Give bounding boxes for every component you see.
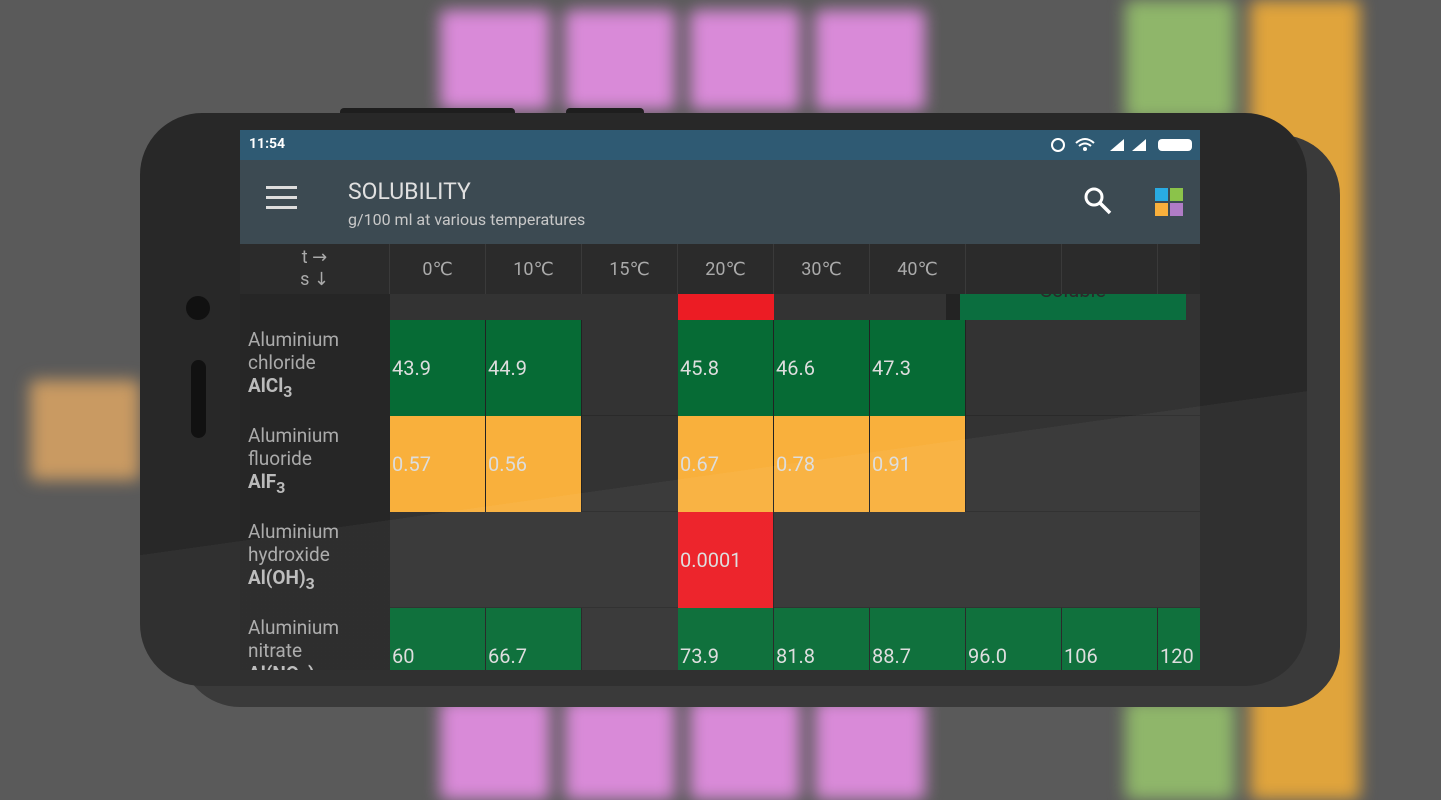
corner: t → s ↓ [240, 244, 390, 294]
cell: 66.7 [486, 608, 582, 670]
formula-part: AlCl [248, 374, 284, 397]
cell: 88.7 [870, 608, 966, 670]
title: SOLUBILITY [348, 178, 471, 205]
formula: Al(OH)3 [248, 566, 315, 593]
formula-part: AlF [248, 470, 277, 493]
row-label: Aluminium nitrateAl(NO3)3 [240, 608, 390, 670]
formula-part: ) [308, 662, 315, 670]
column-header: 15℃ [582, 244, 678, 294]
subtitle: g/100 ml at various temperatures [348, 210, 586, 229]
column-header: 0℃ [390, 244, 486, 294]
cell: 0.78 [774, 416, 870, 512]
cell: 0.67 [678, 416, 774, 512]
cell: 96.0 [966, 608, 1062, 670]
substance-name: Aluminium nitrate [248, 616, 340, 662]
formula: Al(NO3)3 [248, 662, 324, 670]
formula-part: Al(OH) [248, 566, 306, 589]
time: 11:54 [249, 136, 286, 152]
corner-top: t → [301, 247, 328, 268]
menu-button[interactable] [266, 186, 298, 210]
column-header: 30℃ [774, 244, 870, 294]
formula: AlCl3 [248, 374, 292, 401]
column-header: 40℃ [870, 244, 966, 294]
row-label: Aluminium chloride AlCl3 [240, 320, 390, 416]
formula-part: Al(NO [248, 662, 299, 670]
column-header: 10℃ [486, 244, 582, 294]
screen: 11:54 SOLUBILITY g/100 ml at various tem… [240, 130, 1200, 670]
cell: 0.0001 [678, 512, 774, 608]
column-header [1158, 244, 1200, 294]
cell: 43.9 [390, 320, 486, 416]
cell: 106 [1062, 608, 1158, 670]
cell: 0.56 [486, 416, 582, 512]
speaker [191, 360, 206, 438]
formula-part: 3 [276, 477, 286, 497]
status-bar: 11:54 [240, 130, 1200, 160]
cell: 120 [1158, 608, 1200, 670]
formula-part: 3 [305, 573, 315, 593]
corner-bottom: s ↓ [300, 269, 329, 290]
cell: 81.8 [774, 608, 870, 670]
row-label: Aluminium hydroxide Al(OH)3 [240, 512, 390, 608]
app-bar: SOLUBILITY g/100 ml at various temperatu… [240, 160, 1200, 244]
column-header [966, 244, 1062, 294]
cell: 0.91 [870, 416, 966, 512]
substance-name: Aluminium hydroxide [248, 520, 340, 566]
cell: 45.8 [678, 320, 774, 416]
cell: 0.57 [390, 416, 486, 512]
column-header [1062, 244, 1158, 294]
substance-name: Aluminium fluoride [248, 424, 340, 470]
cell: 44.9 [486, 320, 582, 416]
cell: 73.9 [678, 608, 774, 670]
status-icons [1051, 138, 1192, 152]
formula-part: 3 [283, 381, 293, 401]
search-button[interactable] [1083, 186, 1113, 216]
cell: 46.6 [774, 320, 870, 416]
camera [186, 296, 210, 320]
cell: 60 [390, 608, 486, 670]
substance-name: Aluminium chloride [248, 328, 340, 374]
legend-button[interactable] [1155, 188, 1185, 218]
cell: 47.3 [870, 320, 966, 416]
row-label: Aluminium fluoride AlF3 [240, 416, 390, 512]
column-header: 20℃ [678, 244, 774, 294]
formula: AlF3 [248, 470, 285, 497]
